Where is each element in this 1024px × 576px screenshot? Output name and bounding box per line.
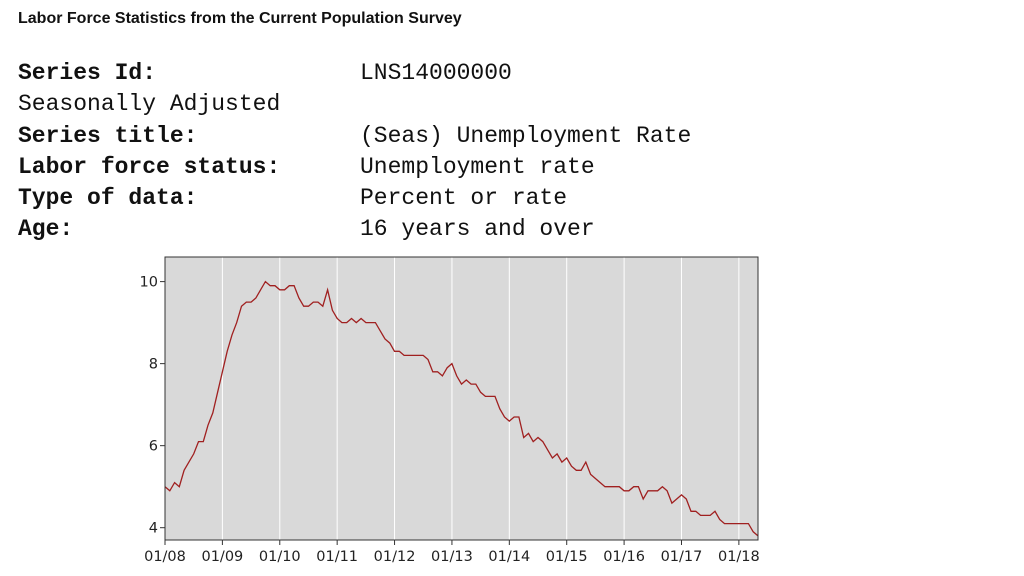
plot-border [164, 256, 759, 541]
series-title-row: Series title: (Seas) Unemployment Rate [18, 121, 691, 152]
series-title-label: Series title: [18, 122, 198, 149]
adjustment-row: Seasonally Adjusted [18, 89, 691, 120]
type-of-data-value: Percent or rate [360, 185, 568, 212]
x-tick-label: 01/08 [144, 549, 186, 565]
x-tick-label: 01/09 [201, 549, 243, 565]
series-line-unemployment-rate [164, 280, 759, 537]
adjustment-text: Seasonally Adjusted [18, 91, 281, 118]
y-tick-label: 6 [149, 439, 158, 455]
labor-force-status-value: Unemployment rate [360, 153, 595, 180]
x-tick-label: 01/16 [603, 549, 645, 565]
page-title: Labor Force Statistics from the Current … [18, 10, 462, 27]
age-row: Age: 16 years and over [18, 214, 691, 245]
y-tick-label: 10 [140, 275, 158, 291]
x-tick-label: 01/12 [374, 549, 416, 565]
labor-force-status-row: Labor force status: Unemployment rate [18, 152, 691, 183]
plot-area [165, 257, 758, 540]
series-title-value: (Seas) Unemployment Rate [360, 122, 692, 149]
series-id-value: LNS14000000 [360, 60, 512, 86]
x-axis: 01/08 01/09 01/10 01/11 01/12 01/13 01/14 01/15… [144, 540, 760, 565]
age-value: 16 years and over [360, 216, 595, 243]
unemployment-rate-chart: 4 6 8 10 01/08 01/09 01/10 01/11 01/12 01/13 01/1… [140, 256, 760, 565]
x-tick-label: 01/17 [661, 549, 703, 565]
x-tick-label: 01/18 [718, 549, 760, 565]
x-tick-label: 01/11 [316, 549, 358, 565]
labor-force-status-label: Labor force status: [18, 153, 281, 180]
grid-lines [221, 257, 740, 540]
y-axis: 4 6 8 10 [140, 275, 165, 537]
series-id-row: Series Id: LNS14000000 [18, 58, 691, 89]
series-info-block: Series Id: LNS14000000 Seasonally Adjust… [18, 58, 691, 246]
age-label: Age: [18, 216, 74, 243]
series-id-label: Series Id: [18, 60, 157, 86]
x-tick-label: 01/14 [488, 549, 530, 565]
x-tick-label: 01/15 [546, 549, 588, 565]
type-of-data-label: Type of data: [18, 185, 198, 212]
type-of-data-row: Type of data: Percent or rate [18, 183, 691, 214]
x-tick-label: 01/13 [431, 549, 473, 565]
y-tick-label: 4 [149, 521, 158, 537]
x-tick-label: 01/10 [259, 549, 301, 565]
y-tick-label: 8 [149, 357, 158, 373]
